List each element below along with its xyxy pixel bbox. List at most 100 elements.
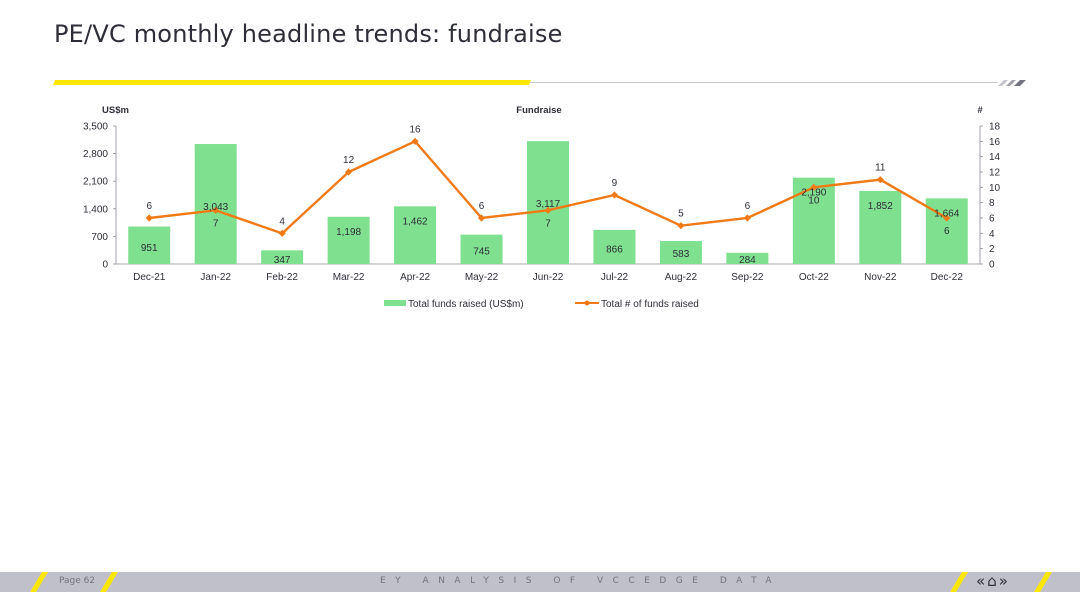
line-point (544, 206, 552, 214)
line-point (677, 222, 685, 230)
x-tick-label: Dec-21 (133, 272, 166, 283)
x-tick-label: Mar-22 (333, 272, 365, 283)
footer-bar: Page 62 EY ANALYSIS OF VCCEDGE DATA «⌂» (0, 572, 1080, 592)
x-tick-label: Jan-22 (200, 272, 231, 283)
line-data-label: 4 (279, 216, 285, 227)
line-point (477, 214, 486, 222)
bar-data-label: 1,852 (868, 201, 893, 212)
legend-swatch-bars (384, 300, 406, 306)
page-title: PE/VC monthly headline trends: fundraise (54, 20, 563, 48)
bar-data-label: 583 (673, 249, 690, 260)
bar-data-label: 1,664 (934, 208, 959, 219)
y-right-tick-label: 14 (989, 152, 1001, 163)
y-left-tick-label: 2,100 (83, 177, 108, 188)
y-axis-right-label: # (977, 105, 983, 116)
y-right-tick-label: 6 (989, 214, 995, 225)
bar (194, 144, 237, 264)
y-left-tick-label: 2,800 (83, 149, 108, 160)
fundraise-chart: US$m Fundraise # 0 700 1,400 2,100 2,800 3,50… (83, 105, 1001, 310)
x-tick-label: Nov-22 (864, 272, 897, 283)
bar (792, 177, 835, 264)
line-data-label: 5 (678, 209, 684, 220)
bar (527, 141, 569, 264)
x-tick-label: Dec-22 (931, 272, 964, 283)
line-data-label: 9 (612, 178, 618, 189)
bar-data-label: 347 (274, 255, 291, 266)
prev-icon[interactable]: « (976, 572, 988, 590)
line-data-label: 16 (410, 124, 422, 135)
x-tick-label: Feb-22 (266, 272, 298, 283)
line-data-label: 12 (343, 155, 355, 166)
y-right-tick-label: 8 (989, 198, 995, 209)
line-point (610, 191, 619, 199)
x-tick-label: Jun-22 (533, 272, 564, 283)
bar-data-label: 1,462 (403, 216, 428, 227)
rule-end-marks (998, 80, 1026, 86)
page-number: Page 62 (59, 576, 96, 586)
line-point (810, 183, 818, 191)
line-point (943, 214, 951, 222)
next-icon[interactable]: » (998, 572, 1010, 590)
bar-data-label: 745 (473, 246, 490, 257)
footer-slash-mid (100, 572, 118, 592)
bar (859, 190, 902, 264)
y-right-tick-label: 2 (989, 244, 995, 255)
bar-data-label: 284 (739, 255, 756, 266)
chart-legend: Total funds raised (US$m) Total # of fun… (384, 299, 699, 310)
x-tick-label: Oct-22 (799, 272, 829, 283)
home-icon[interactable]: ⌂ (987, 572, 999, 590)
title-accent-bar (53, 80, 531, 85)
bar-data-label: 3,117 (536, 199, 561, 210)
y-right-tick-label: 10 (989, 183, 1001, 194)
x-tick-label: Aug-22 (665, 272, 698, 283)
line-data-label: 6 (146, 201, 152, 212)
line-point (145, 214, 153, 222)
x-tick-label: Sep-22 (731, 272, 764, 283)
bar (659, 241, 702, 264)
y-right-tick-label: 18 (989, 122, 1001, 133)
bar-data-label: 866 (606, 244, 623, 255)
y-right-tick-label: 4 (989, 229, 995, 240)
x-tick-label: May-22 (465, 272, 499, 283)
y-right-tick-label: 0 (989, 260, 995, 271)
bar-data-label: 951 (141, 243, 158, 254)
chart-title: Fundraise (516, 105, 561, 116)
line-data-label: 11 (875, 163, 886, 174)
y-axis-left-label: US$m (102, 105, 129, 116)
y-left-tick-label: 700 (91, 232, 108, 243)
title-divider (530, 82, 998, 83)
legend-marker-line (584, 300, 590, 306)
y-left-tick-label: 3,500 (83, 122, 108, 133)
bar (261, 250, 304, 264)
footer-slash-left (30, 572, 48, 592)
x-tick-label: Jul-22 (601, 272, 629, 283)
x-tick-label: Apr-22 (400, 272, 430, 283)
bar-data-label: 1,198 (336, 227, 361, 238)
y-left-tick-label: 0 (102, 260, 108, 271)
line-point (876, 176, 884, 184)
legend-label-line: Total # of funds raised (601, 299, 699, 310)
line-point (743, 214, 751, 222)
line-point (278, 229, 286, 237)
line-point (212, 206, 220, 214)
line-point (411, 137, 419, 145)
line-data-label: 6 (944, 226, 950, 237)
bar (128, 226, 171, 264)
line-data-label: 6 (479, 201, 485, 212)
footer-slash-right1 (950, 572, 968, 592)
y-left-tick-label: 1,400 (83, 204, 108, 215)
line-data-label: 7 (545, 218, 551, 229)
bar (394, 206, 437, 264)
bar (593, 229, 636, 264)
bar (460, 234, 503, 264)
y-right-tick-label: 16 (989, 137, 1001, 148)
line-data-label: 7 (213, 218, 219, 229)
bar-data-label: 2,190 (801, 188, 826, 199)
footer-tagline: EY ANALYSIS OF VCCEDGE DATA (380, 576, 782, 586)
line-point (345, 168, 353, 176)
bar (726, 252, 769, 264)
legend-label-bars: Total funds raised (US$m) (408, 299, 524, 310)
footer-nav[interactable]: «⌂» (976, 572, 1010, 590)
bar (327, 216, 370, 264)
footer-slash-right2 (1034, 572, 1052, 592)
